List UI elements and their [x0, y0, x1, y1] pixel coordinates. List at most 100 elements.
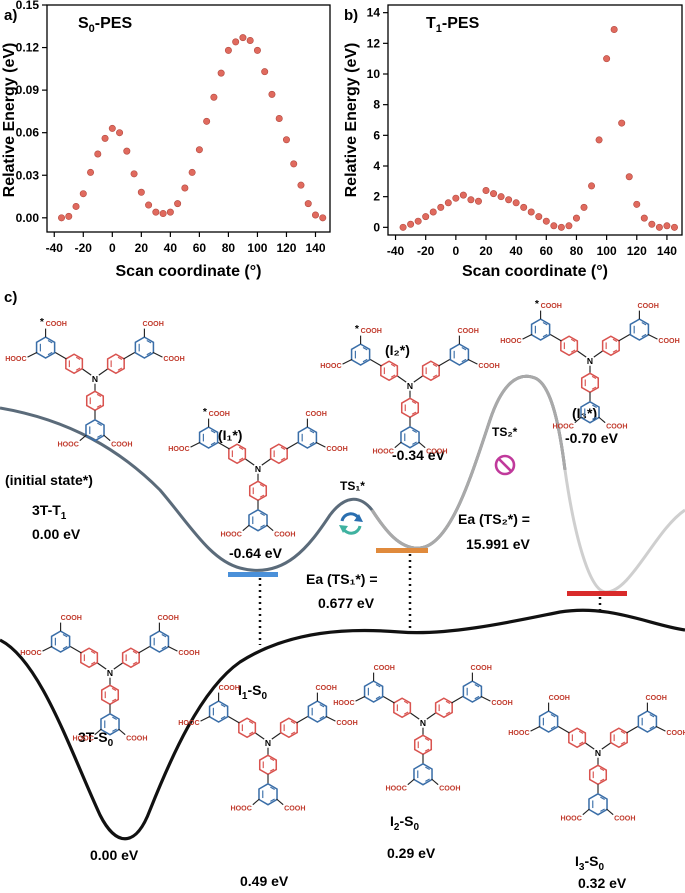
bond: [261, 458, 272, 466]
atom-label: COOH: [326, 445, 347, 453]
data-point: [253, 46, 261, 54]
data-point: [174, 200, 182, 208]
atom-label: HOOC: [221, 530, 242, 538]
nitrogen-atom: N: [255, 464, 261, 474]
i1-energy: -0.64 eV: [229, 545, 283, 561]
bond: [467, 358, 478, 365]
atom-label: HOOC: [20, 649, 41, 657]
panel-b-chart: b) T1-PES -40 -20 0 20 40 60 80 100 120 140 0 2 4 6 8…: [343, 4, 683, 280]
data-point: [482, 187, 490, 195]
benzene-ring-blue: [350, 343, 371, 366]
x-tick-label: 80: [570, 244, 584, 258]
atom-label: COOH: [478, 362, 499, 370]
benzene-ring-red: [269, 443, 288, 465]
bond: [480, 695, 491, 702]
data-point: [268, 90, 276, 98]
y-tick-label: 0: [373, 220, 380, 234]
data-point: [414, 217, 422, 225]
atom-label: HOOC: [73, 734, 94, 742]
atom-label: COOH: [126, 734, 147, 742]
bond: [626, 725, 639, 734]
star-mark: *: [355, 324, 360, 335]
benzene-ring-red: [588, 764, 608, 786]
data-point: [188, 168, 196, 176]
benzene-ring-blue: [258, 783, 278, 806]
forbidden-icon: [494, 454, 516, 476]
data-point: [203, 117, 211, 125]
y-tick-label: 12: [367, 36, 381, 50]
level-i3: [567, 591, 627, 596]
y-tick-label: 0.12: [16, 41, 40, 55]
star-mark: *: [203, 407, 208, 418]
atom-label: HOOC: [320, 362, 341, 370]
benzene-ring-red: [400, 397, 420, 419]
data-point: [94, 150, 102, 158]
data-point: [123, 147, 131, 155]
data-point: [527, 208, 535, 216]
data-point: [181, 184, 189, 192]
nitrogen-atom: N: [407, 381, 413, 391]
benzene-ring-red: [85, 390, 105, 412]
bond: [227, 715, 240, 724]
data-point: [159, 210, 167, 218]
x-tick-label: 0: [109, 241, 116, 255]
ea2-value: 15.991 eV: [466, 536, 530, 552]
panel-a-title: S0-PES: [78, 15, 132, 35]
atom-label: HOOC: [561, 814, 582, 822]
bond: [413, 375, 424, 383]
bond: [217, 441, 230, 450]
data-point: [670, 223, 678, 231]
bond: [138, 645, 151, 654]
bond: [438, 358, 451, 367]
atom-label: COOH: [274, 530, 295, 538]
bond: [409, 712, 420, 720]
x-tick-label: 100: [247, 241, 267, 255]
bond: [394, 441, 402, 449]
bond: [576, 350, 587, 358]
i1s0-energy: 0.49 eV: [240, 873, 289, 889]
benzene-ring-red: [65, 353, 84, 375]
data-point: [618, 119, 626, 127]
atom-label: COOH: [219, 684, 240, 692]
data-point: [137, 188, 145, 196]
nitrogen-atom: N: [92, 374, 98, 384]
benzene-ring-blue: [248, 509, 268, 532]
data-point: [520, 203, 528, 211]
benzene-ring-red: [228, 443, 247, 465]
data-point: [152, 208, 160, 216]
benzene-ring-red: [601, 335, 620, 357]
atom-label: HOOC: [58, 440, 79, 448]
atom-label: COOH: [646, 694, 667, 702]
molecule-i1-s0: N COOH HOOC COOH COOH HOOC COOH: [178, 684, 357, 813]
atom-label: COOH: [426, 447, 447, 455]
i3-energy: -0.70 eV: [565, 430, 619, 446]
data-point: [565, 222, 573, 230]
benzene-ring-red: [100, 684, 120, 706]
star-mark: *: [40, 317, 45, 328]
data-point: [282, 136, 290, 144]
atom-label: HOOC: [5, 355, 26, 363]
bond: [426, 712, 437, 720]
atom-label: COOH: [549, 694, 570, 702]
data-point: [195, 146, 203, 154]
data-point: [550, 222, 558, 230]
data-point: [130, 170, 138, 178]
benzene-ring-blue: [413, 763, 433, 786]
atom-label: COOH: [178, 649, 199, 657]
ea1-label: Ea (TS₁*) =: [306, 571, 378, 587]
ea2-label: Ea (TS₂*) =: [458, 511, 530, 527]
benzene-ring-blue: [134, 336, 155, 359]
initial-state-label: (initial state*): [5, 472, 93, 488]
data-point: [275, 115, 283, 123]
bond: [325, 715, 336, 722]
y-tick-label: 0.15: [16, 0, 40, 12]
data-point: [232, 38, 240, 46]
x-tick-label: -40: [46, 241, 64, 255]
benzene-ring-red: [609, 727, 628, 749]
benzene-ring-red: [421, 360, 440, 382]
bond: [606, 808, 614, 816]
data-point: [217, 69, 225, 77]
bond: [431, 778, 439, 786]
level-i2: [376, 548, 428, 553]
